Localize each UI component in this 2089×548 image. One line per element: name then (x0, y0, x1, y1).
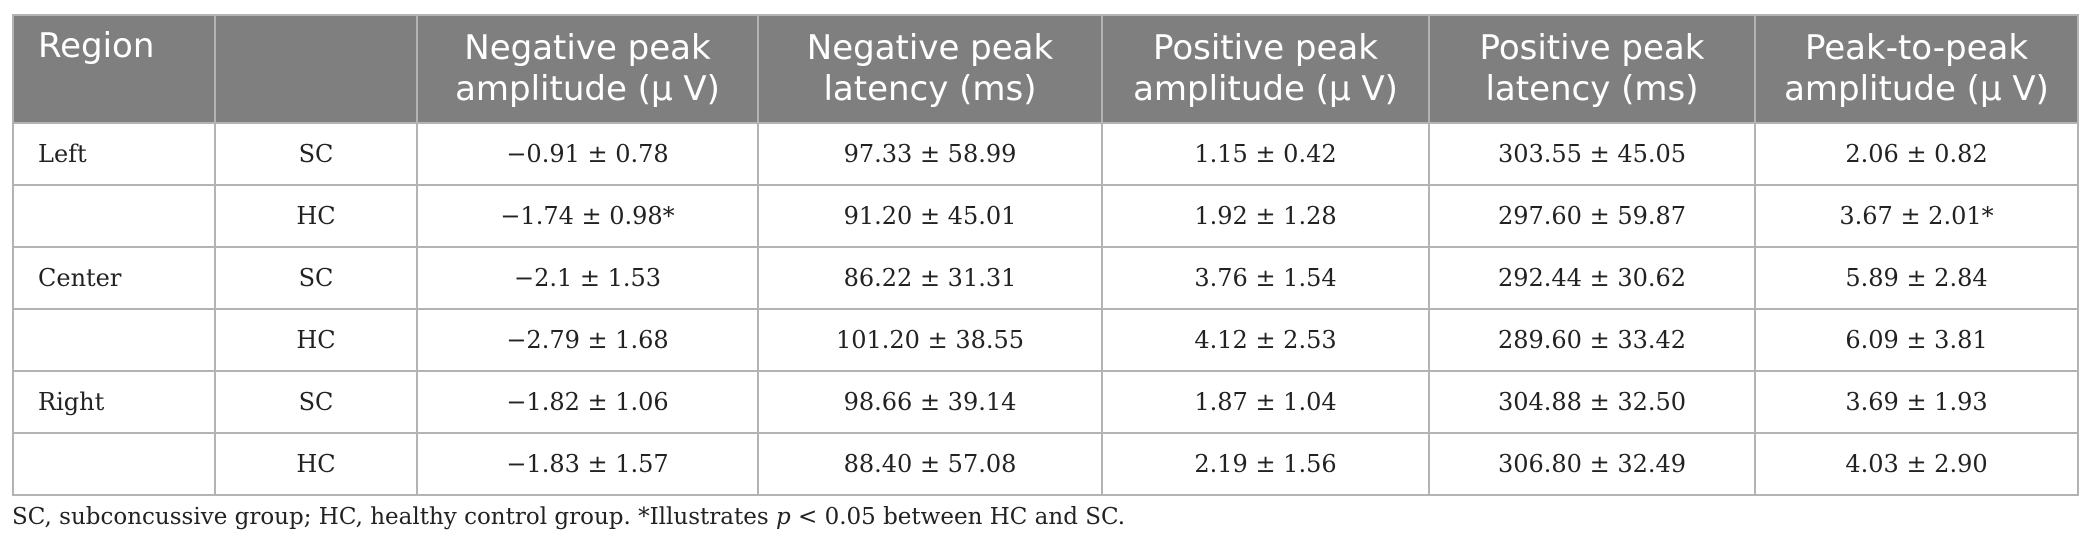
cell-value: 4.03 ± 2.90 (1754, 432, 2079, 496)
footnote-text-end: < 0.05 between HC and SC. (790, 504, 1126, 530)
header-group (214, 14, 418, 124)
cell-value: 2.19 ± 1.56 (1101, 432, 1430, 496)
cell-value: 2.06 ± 0.82 (1754, 122, 2079, 186)
cell-value: 1.92 ± 1.28 (1101, 184, 1430, 248)
cell-region: Left (12, 122, 216, 186)
cell-value: 97.33 ± 58.99 (757, 122, 1103, 186)
cell-value: 306.80 ± 32.49 (1428, 432, 1756, 496)
header-row: Region Negative peak amplitude (μ V) Neg… (12, 14, 2079, 124)
header-negative-peak-latency: Negative peak latency (ms) (757, 14, 1103, 124)
header-negative-peak-amplitude: Negative peak amplitude (μ V) (416, 14, 759, 124)
cell-value: −1.82 ± 1.06 (416, 370, 759, 434)
cell-value: 304.88 ± 32.50 (1428, 370, 1756, 434)
cell-value: 5.89 ± 2.84 (1754, 246, 2079, 310)
cell-group: HC (214, 184, 418, 248)
cell-region: Right (12, 370, 216, 434)
cell-value: −2.79 ± 1.68 (416, 308, 759, 372)
cell-group: HC (214, 432, 418, 496)
cell-group: SC (214, 370, 418, 434)
header-positive-peak-amplitude: Positive peak amplitude (μ V) (1101, 14, 1430, 124)
cell-value: 4.12 ± 2.53 (1101, 308, 1430, 372)
cell-value: 303.55 ± 45.05 (1428, 122, 1756, 186)
cell-group: SC (214, 246, 418, 310)
header-peak-to-peak-amplitude: Peak-to-peak amplitude (μ V) (1754, 14, 2079, 124)
cell-value: 101.20 ± 38.55 (757, 308, 1103, 372)
cell-region: Center (12, 246, 216, 310)
cell-value: 88.40 ± 57.08 (757, 432, 1103, 496)
cell-value: 91.20 ± 45.01 (757, 184, 1103, 248)
cell-value: −1.83 ± 1.57 (416, 432, 759, 496)
table-row: HC −1.74 ± 0.98* 91.20 ± 45.01 1.92 ± 1.… (12, 184, 2079, 248)
cell-value: 292.44 ± 30.62 (1428, 246, 1756, 310)
cell-value: −0.91 ± 0.78 (416, 122, 759, 186)
cell-region (12, 184, 216, 248)
cell-value: 3.76 ± 1.54 (1101, 246, 1430, 310)
footnote-p-symbol: p (775, 504, 791, 530)
cell-value: −2.1 ± 1.53 (416, 246, 759, 310)
cell-group: HC (214, 308, 418, 372)
cell-region (12, 432, 216, 496)
cell-region (12, 308, 216, 372)
table-row: HC −2.79 ± 1.68 101.20 ± 38.55 4.12 ± 2.… (12, 308, 2079, 372)
table-row: Left SC −0.91 ± 0.78 97.33 ± 58.99 1.15 … (12, 122, 2079, 186)
cell-value: 3.67 ± 2.01* (1754, 184, 2079, 248)
cell-value: 98.66 ± 39.14 (757, 370, 1103, 434)
results-table: Region Negative peak amplitude (μ V) Neg… (12, 14, 2079, 496)
header-region: Region (12, 14, 216, 124)
table-row: Right SC −1.82 ± 1.06 98.66 ± 39.14 1.87… (12, 370, 2079, 434)
cell-value: 3.69 ± 1.93 (1754, 370, 2079, 434)
header-positive-peak-latency: Positive peak latency (ms) (1428, 14, 1756, 124)
cell-value: 86.22 ± 31.31 (757, 246, 1103, 310)
cell-value: 297.60 ± 59.87 (1428, 184, 1756, 248)
table-row: HC −1.83 ± 1.57 88.40 ± 57.08 2.19 ± 1.5… (12, 432, 2079, 496)
table-row: Center SC −2.1 ± 1.53 86.22 ± 31.31 3.76… (12, 246, 2079, 310)
cell-value: 289.60 ± 33.42 (1428, 308, 1756, 372)
cell-value: −1.74 ± 0.98* (416, 184, 759, 248)
cell-group: SC (214, 122, 418, 186)
footnote-text: SC, subconcussive group; HC, healthy con… (12, 504, 776, 530)
cell-value: 6.09 ± 3.81 (1754, 308, 2079, 372)
cell-value: 1.87 ± 1.04 (1101, 370, 1430, 434)
cell-value: 1.15 ± 0.42 (1101, 122, 1430, 186)
results-table-container: Region Negative peak amplitude (μ V) Neg… (12, 14, 2079, 496)
table-footnote: SC, subconcussive group; HC, healthy con… (12, 504, 1125, 530)
